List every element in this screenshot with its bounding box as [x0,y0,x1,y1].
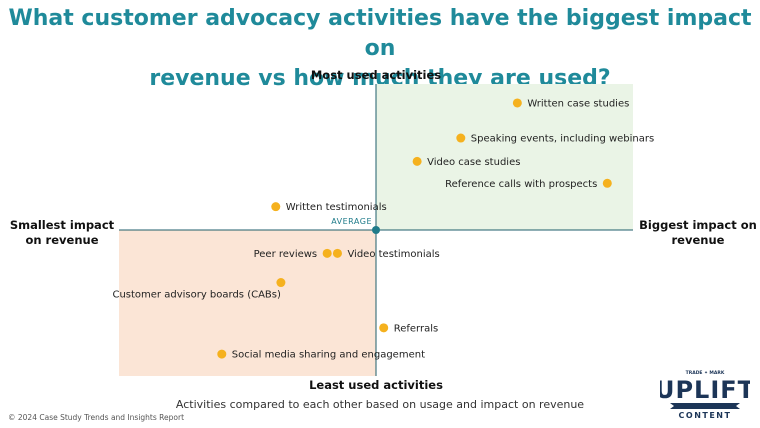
uplift-content-logo: TRADE ✦ MARK UPLIFT CONTENT [660,370,750,420]
axis-label-top: Most used activities [311,68,441,82]
data-point [332,248,342,258]
axis-label-right-2: revenue [672,233,725,247]
data-point [276,278,286,288]
logo-trademark-text: TRADE ✦ MARK [686,370,725,376]
axis-label-bottom: Least used activities [309,378,443,392]
logo-banner-shape [670,403,740,409]
copyright-footer: © 2024 Case Study Trends and Insights Re… [8,413,185,422]
data-point [271,202,281,212]
data-point-label: Social media sharing and engagement [232,350,425,361]
title-line-1: What customer advocacy activities have t… [8,6,752,61]
logo-main-text: UPLIFT [660,376,750,404]
data-point [456,133,466,143]
data-points: Written case studies Speaking events, inc… [112,98,654,361]
data-point-label: Peer reviews [254,249,318,260]
logo-sub-text: CONTENT [679,411,732,420]
data-point [217,349,227,359]
data-point-label: Referrals [394,323,439,334]
axis-label-right-1: Biggest impact on [639,218,757,232]
data-point-label: Reference calls with prospects [445,179,597,190]
data-point-label: Speaking events, including webinars [471,134,654,145]
axis-label-left-2: on revenue [25,233,98,247]
data-point [412,156,422,166]
data-point-label: Video testimonials [347,249,439,260]
average-label: AVERAGE [331,217,372,226]
data-point-label: Written testimonials [286,202,387,213]
data-point-label: Video case studies [427,157,520,168]
data-point-label: Customer advisory boards (CABs) [112,290,281,301]
data-point [379,323,389,333]
average-marker [372,226,380,234]
data-point [602,178,612,188]
data-point [322,248,332,258]
quadrant-top-right [376,84,633,230]
axis-label-left-1: Smallest impact [10,218,115,232]
data-point-label: Written case studies [527,98,629,109]
chart-caption: Activities compared to each other based … [175,398,585,411]
data-point [512,98,522,108]
